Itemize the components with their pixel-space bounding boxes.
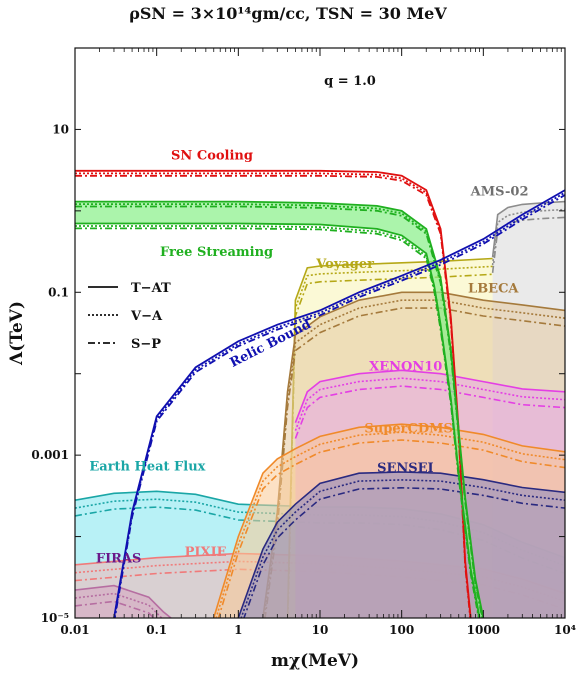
lbeca-line-1 bbox=[262, 291, 565, 618]
voyager-label: Voyager bbox=[315, 257, 374, 272]
lbeca-line-3 bbox=[264, 307, 565, 618]
sensei-label: SENSEI bbox=[377, 461, 434, 476]
xenon10-label: XENON10 bbox=[369, 359, 442, 374]
sensei-line-2 bbox=[240, 479, 565, 618]
supercdms-line-3 bbox=[217, 439, 565, 618]
y-axis-title: Λ(TeV) bbox=[7, 301, 27, 366]
x-tick-label: 1000 bbox=[467, 623, 500, 637]
x-tick-label: 100 bbox=[389, 623, 414, 637]
x-tick-label: 1 bbox=[234, 623, 242, 637]
y-tick-label: 0.1 bbox=[48, 285, 69, 299]
legend-label-t-at: T−AT bbox=[131, 281, 171, 296]
xenon10-line-1 bbox=[294, 369, 565, 423]
voyager-line-2 bbox=[286, 265, 493, 618]
ams-02-line-2 bbox=[491, 208, 565, 266]
legend-label-v-a: V−A bbox=[130, 309, 163, 324]
lbeca-line-2 bbox=[263, 299, 565, 618]
ams-02-label: AMS-02 bbox=[470, 184, 529, 199]
sensei-line-1 bbox=[237, 471, 565, 618]
q-annotation: q = 1.0 bbox=[324, 74, 376, 89]
free-streaming-label: Free Streaming bbox=[160, 245, 273, 260]
y-tick-label: 0.001 bbox=[31, 448, 69, 462]
x-axis-title: mχ(MeV) bbox=[271, 651, 359, 671]
x-tick-label: 10 bbox=[312, 623, 329, 637]
sn-cooling-curve-2 bbox=[75, 172, 472, 618]
supercdms-line-1 bbox=[212, 423, 565, 618]
legend-label-s-p: S−P bbox=[131, 337, 161, 352]
xenon10-line-3 bbox=[294, 385, 565, 439]
lbeca-label: LBECA bbox=[468, 281, 519, 296]
free-streaming-curve-3 bbox=[75, 205, 484, 618]
free-streaming-lower-curve-3 bbox=[75, 227, 480, 618]
relic-bound-curve-1 bbox=[113, 189, 565, 618]
x-tick-label: 10⁴ bbox=[554, 623, 576, 637]
xenon10-line-2 bbox=[294, 377, 565, 431]
supercdms-label: SuperCDMS bbox=[364, 421, 452, 436]
earth-heat-flux-label: Earth Heat Flux bbox=[89, 459, 205, 474]
relic-bound-curve-2 bbox=[113, 191, 565, 618]
supercdms-line-2 bbox=[215, 431, 565, 618]
sn-cooling-label: SN Cooling bbox=[171, 148, 253, 163]
x-tick-label: 0.1 bbox=[146, 623, 167, 637]
y-tick-label: 10⁻⁵ bbox=[41, 611, 69, 625]
chart-title: ρSN = 3×10¹⁴gm/cc, TSN = 30 MeV bbox=[129, 4, 447, 23]
relic-bound-curve-3 bbox=[113, 194, 565, 618]
x-tick-label: 0.01 bbox=[60, 623, 89, 637]
ams-02-line-3 bbox=[491, 216, 565, 273]
pixie-label: PIXIE bbox=[185, 545, 227, 560]
sensei-line-3 bbox=[243, 486, 565, 618]
sn-cooling-curve-3 bbox=[75, 174, 472, 618]
y-tick-label: 10 bbox=[52, 122, 69, 136]
sensei-region bbox=[238, 472, 565, 618]
free-streaming-lower-curve-2 bbox=[75, 225, 481, 618]
firas-label: FIRAS bbox=[96, 552, 142, 567]
